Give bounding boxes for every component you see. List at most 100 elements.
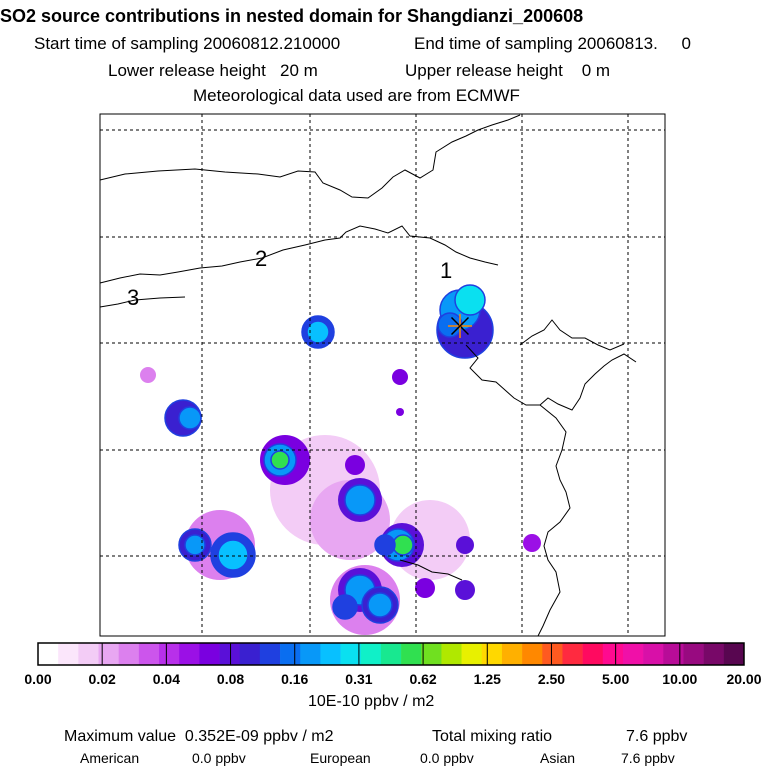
colorbar-swatch: [441, 643, 462, 665]
colorbar-tick-label: 0.04: [153, 671, 180, 687]
plume-blob: [332, 594, 358, 620]
region-labels: 1 2 3: [127, 246, 452, 310]
lower-release-label: Lower release height 20 m: [108, 61, 318, 80]
colorbar-swatch: [98, 643, 119, 665]
colorbar-tick-label: 0.16: [281, 671, 308, 687]
plume-blob: [523, 534, 541, 552]
american-value: 0.0 ppbv: [192, 750, 246, 766]
colorbar-swatch: [683, 643, 704, 665]
colorbar-swatch: [703, 643, 725, 665]
start-time-label: Start time of sampling 20060812.210000: [34, 34, 341, 53]
colorbar-tick-label: 0.02: [89, 671, 116, 687]
colorbar-swatch: [78, 643, 99, 665]
colorbar-tick-label: 1.25: [474, 671, 501, 687]
european-value: 0.0 ppbv: [420, 750, 474, 766]
plume-blob: [392, 534, 414, 556]
plume-blob: [217, 539, 249, 571]
plume-blob: [415, 578, 435, 598]
coastline: [537, 404, 571, 637]
colorbar-swatch: [663, 643, 684, 665]
grid-lines: [100, 114, 665, 636]
american-label: American: [80, 750, 140, 766]
colorbar-swatch: [380, 643, 402, 665]
max-value-label: Maximum value 0.352E-09 ppbv / m2: [64, 728, 334, 745]
colorbar-swatch: [643, 643, 664, 665]
plume-blob: [396, 408, 404, 416]
plume-blob: [392, 369, 408, 385]
colorbar: 0.00 0.02 0.04 0.08 0.16 0.31 0.62 1.25 2.50 5.00…: [24, 642, 762, 687]
plume-blob: [184, 534, 206, 556]
total-mixing-label: Total mixing ratio: [432, 728, 553, 745]
colorbar-tick-label: 0.62: [409, 671, 436, 687]
star-ray: [450, 316, 470, 336]
colorbar-swatch: [421, 643, 442, 665]
colorbar-tick-label: 0.00: [24, 671, 51, 687]
total-mixing-value: 7.6 ppbv: [626, 728, 688, 745]
colorbar-tick-label: 0.31: [345, 671, 372, 687]
region-label-2: 2: [255, 246, 267, 271]
upper-release-label: Upper release height 0 m: [405, 61, 611, 80]
region-label-1: 1: [440, 258, 452, 283]
asian-value: 7.6 ppbv: [621, 750, 675, 766]
colorbar-tick-label: 5.00: [602, 671, 629, 687]
colorbar-tick-label: 0.08: [217, 671, 244, 687]
colorbar-tick-label: 10.00: [662, 671, 697, 687]
boundary-lines: [99, 114, 637, 637]
plume-blob: [367, 592, 393, 618]
colorbar-swatch: [602, 643, 624, 665]
end-time-label: End time of sampling 20060813. 0: [414, 34, 691, 53]
colorbar-swatch: [159, 643, 180, 665]
european-label: European: [310, 750, 371, 766]
plume-blob: [374, 534, 396, 556]
border-line: [99, 114, 521, 199]
asian-label: Asian: [540, 750, 576, 766]
colorbar-swatch: [582, 643, 604, 665]
colorbar-swatch: [179, 643, 200, 665]
colorbar-swatch: [259, 643, 281, 665]
met-data-label: Meteorological data used are from ECMWF: [193, 86, 520, 105]
colorbar-swatch: [562, 643, 583, 665]
plume-blob: [140, 367, 156, 383]
colorbar-swatch: [501, 643, 523, 665]
colorbar-swatch: [542, 643, 563, 665]
plume-blob: [456, 536, 474, 554]
colorbar-swatch: [522, 643, 543, 665]
colorbar-swatch: [239, 643, 261, 665]
plume-blob: [345, 455, 365, 475]
border-line: [399, 559, 463, 581]
colorbar-swatch: [138, 643, 160, 665]
plume-blob: [455, 580, 475, 600]
colorbar-swatch: [58, 643, 79, 665]
colorbar-swatch: [481, 643, 503, 665]
colorbar-swatch: [340, 643, 362, 665]
coastline: [519, 319, 625, 351]
colorbar-swatch: [219, 643, 241, 665]
plume-blob: [270, 450, 290, 470]
colorbar-swatch: [401, 643, 422, 665]
plume-blob: [178, 406, 202, 430]
colorbar-swatch: [199, 643, 220, 665]
region-label-3: 3: [127, 285, 139, 310]
colorbar-tick-label: 20.00: [726, 671, 761, 687]
plot-frame: [99, 113, 666, 637]
colorbar-swatch: [38, 643, 59, 665]
plume-blob: [344, 484, 376, 516]
concentration-field: [140, 284, 541, 635]
border-line: [99, 225, 499, 284]
colorbar-swatch: [360, 643, 382, 665]
coastline: [465, 344, 637, 411]
colorbar-swatch: [723, 643, 745, 665]
colorbar-swatch: [622, 643, 644, 665]
plume-blob: [454, 284, 486, 316]
colorbar-tick-label: 2.50: [538, 671, 565, 687]
colorbar-swatch: [118, 643, 140, 665]
colorbar-swatch: [280, 643, 301, 665]
station-star-icon: [448, 314, 472, 338]
chart-title: SO2 source contributions in nested domai…: [0, 6, 584, 26]
colorbar-swatch: [461, 643, 483, 665]
border-line: [99, 296, 186, 308]
colorbar-swatch: [300, 643, 321, 665]
colorbar-swatch: [320, 643, 341, 665]
